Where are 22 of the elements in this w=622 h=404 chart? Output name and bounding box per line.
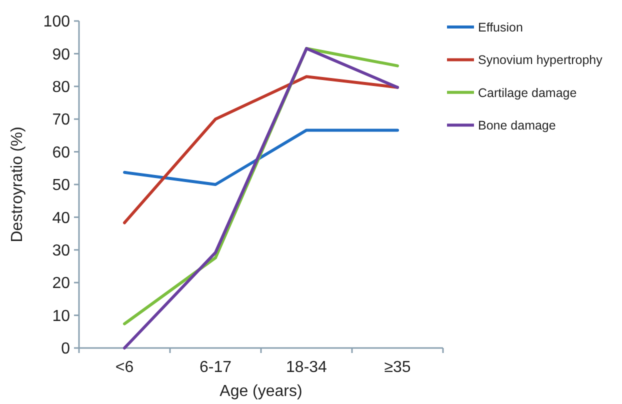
y-tick-label: 40: [52, 210, 70, 227]
x-tick-label: 6-17: [199, 359, 232, 376]
y-tick-label: 90: [52, 46, 70, 64]
legend-label: Synovium hypertrophy: [478, 53, 604, 68]
x-tick-label: <6: [115, 359, 134, 376]
y-tick-label: 70: [52, 112, 70, 129]
y-tick-label: 20: [52, 275, 70, 292]
y-tick-label: 10: [52, 308, 70, 325]
line-series: [123, 75, 399, 224]
y-tick-label: 80: [52, 79, 70, 96]
legend-label: Cartilage damage: [478, 86, 577, 100]
legend-label: Effusion: [478, 20, 523, 34]
y-tick-label: 60: [52, 144, 70, 162]
y-axis-title: Destroyratio (%): [9, 126, 26, 242]
x-axis-title: Age (years): [220, 383, 302, 400]
legend-label: Bone damage: [478, 118, 556, 132]
y-tick-label: 100: [43, 14, 70, 31]
x-tick-label: 18-34: [286, 359, 328, 376]
y-tick-label: 50: [52, 177, 70, 194]
y-tick-label: 0: [61, 340, 70, 358]
x-tick-label: ≥35: [384, 359, 411, 376]
y-tick-label: 30: [52, 242, 70, 260]
